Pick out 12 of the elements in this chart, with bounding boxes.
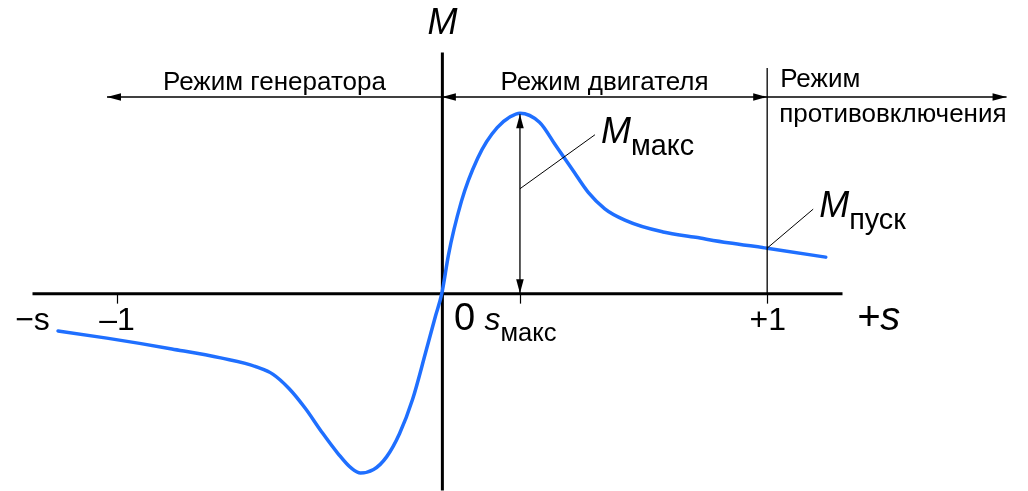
x-axis-title: +s [856, 293, 901, 338]
annotation: 0 [453, 296, 476, 339]
ref-line-label: Режим противовключения [779, 63, 1007, 128]
annotation: M$_{пуск}$ [819, 184, 907, 236]
x-tick-label: −s [15, 300, 50, 337]
text: Режим генератора [162, 66, 387, 96]
text: Режим двигателя [500, 66, 709, 96]
x-tick-label: –1 [99, 300, 135, 337]
y-axis-title: M [427, 0, 458, 42]
x-tick-label: s$_{макс}$ [484, 300, 557, 346]
annotation: M$_{макс}$ [600, 109, 695, 161]
x-tick-label: +1 [749, 300, 786, 337]
